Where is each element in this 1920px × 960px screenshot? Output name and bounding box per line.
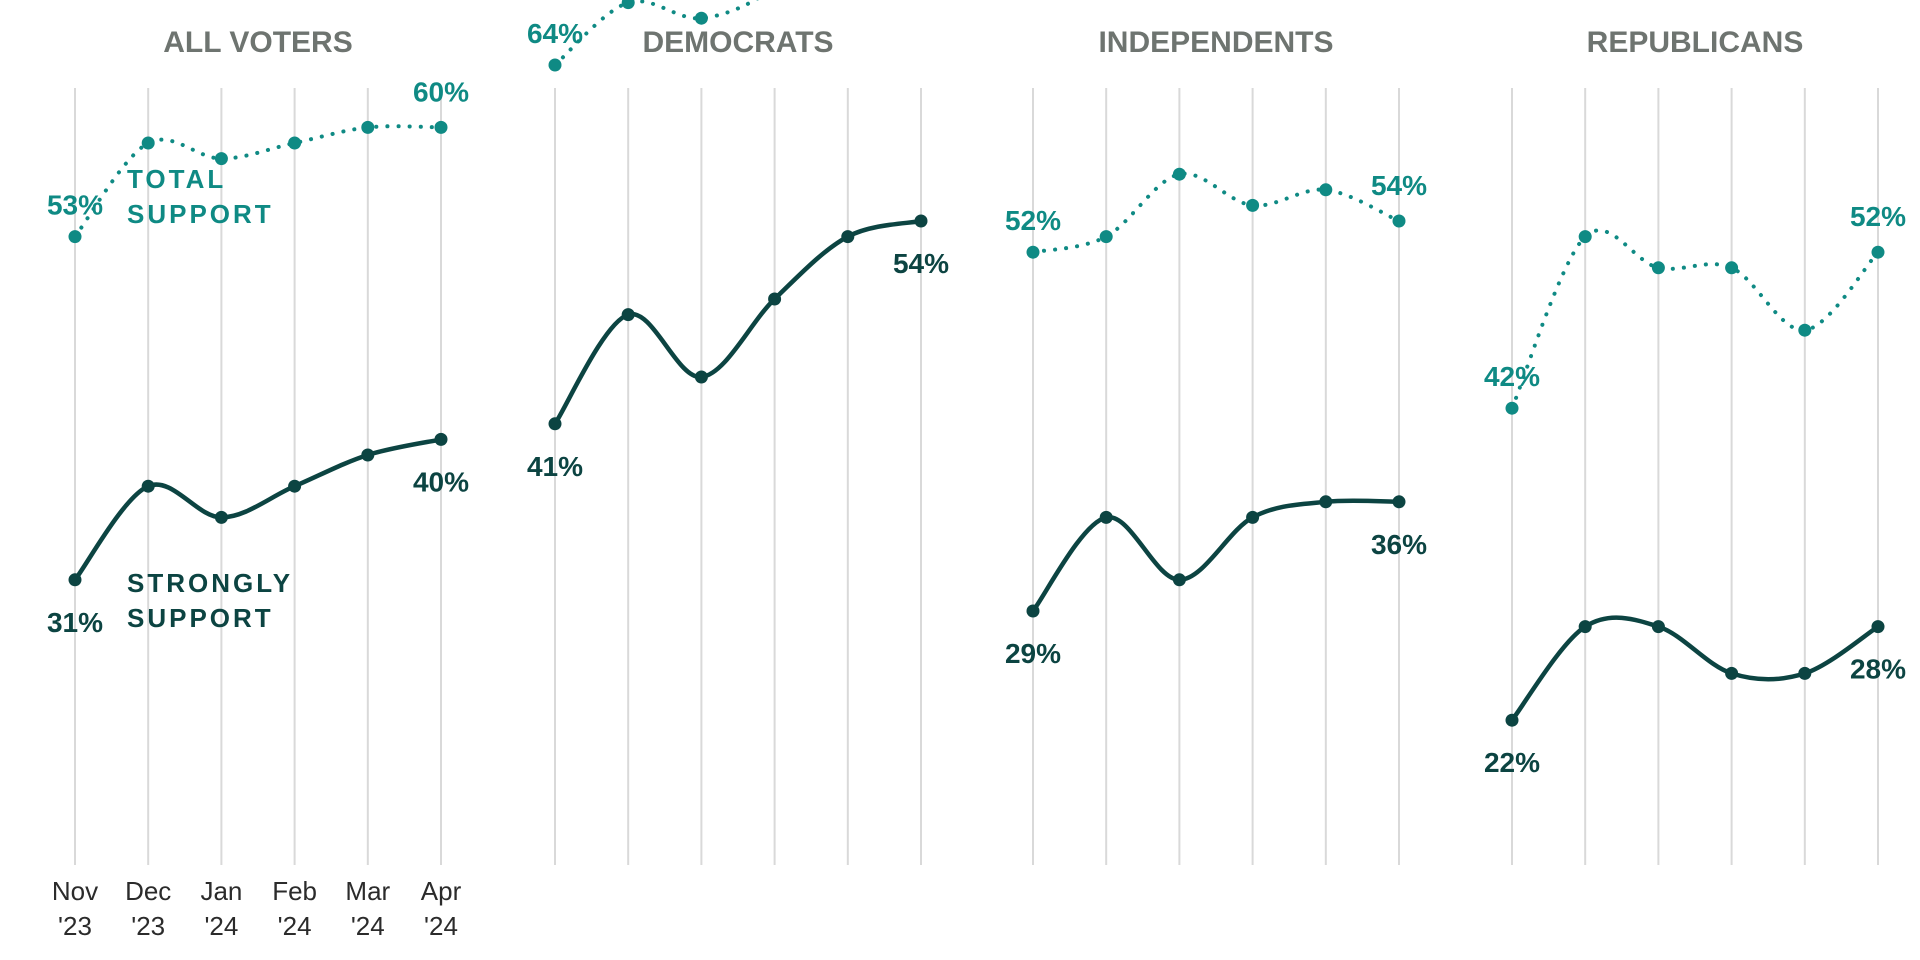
- total-support-point: [1871, 245, 1885, 259]
- total-support-point: [1505, 401, 1519, 415]
- x-tick-label: Apr: [421, 876, 462, 906]
- strongly-support-point: [1651, 620, 1665, 634]
- strongly-support-point: [214, 510, 228, 524]
- strongly-support-line: [72, 437, 444, 583]
- data-label: 29%: [1005, 638, 1061, 669]
- total-support-point: [694, 11, 708, 25]
- total-support-point: [288, 136, 302, 150]
- total-support-line: [73, 124, 443, 239]
- total-support-point: [1319, 183, 1333, 197]
- strongly-support-point: [1026, 604, 1040, 618]
- x-tick-label: Mar: [345, 876, 390, 906]
- strongly-support-point: [1871, 620, 1885, 634]
- strongly-support-point: [1505, 713, 1519, 727]
- strongly-support-point: [1578, 620, 1592, 634]
- total-support-point: [1392, 214, 1406, 228]
- panel-title: INDEPENDENTS: [1098, 26, 1333, 59]
- strongly-support-point: [621, 308, 635, 322]
- total-support-point: [141, 136, 155, 150]
- total-support-point: [1026, 245, 1040, 259]
- strongly-support-point: [694, 370, 708, 384]
- x-tick-label: Jan: [200, 876, 242, 906]
- total-support-point: [1578, 230, 1592, 244]
- x-tick-label: '24: [424, 911, 458, 941]
- series-label-total-support: SUPPORT: [127, 199, 274, 229]
- total-support-point: [434, 120, 448, 134]
- data-label: 54%: [1371, 170, 1427, 201]
- strongly-support-point: [1725, 666, 1739, 680]
- strongly-support-point: [1392, 495, 1406, 509]
- data-label: 52%: [1850, 201, 1906, 232]
- data-label: 52%: [1005, 205, 1061, 236]
- data-label: 31%: [47, 607, 103, 638]
- total-support-line: [553, 0, 759, 67]
- panel-title: REPUBLICANS: [1587, 26, 1804, 59]
- series-label-strongly-support: STRONGLY: [127, 568, 293, 598]
- panel-all-voters: ALL VOTERS 53% 60% 31% 40% Nov '23 Dec '23 Jan '24…: [47, 26, 469, 941]
- strongly-support-point: [1798, 666, 1812, 680]
- total-support-point: [1172, 167, 1186, 181]
- x-tick-label: '24: [351, 911, 385, 941]
- strongly-support-point: [1099, 510, 1113, 524]
- total-support-line: [1510, 228, 1880, 411]
- data-label: 60%: [413, 76, 469, 107]
- total-support-point: [1651, 261, 1665, 275]
- data-label: 64%: [527, 18, 583, 49]
- data-label: 41%: [527, 451, 583, 482]
- strongly-support-point: [548, 417, 562, 431]
- total-support-point: [214, 152, 228, 166]
- strongly-support-point: [68, 573, 82, 587]
- strongly-support-point: [841, 230, 855, 244]
- total-support-point: [361, 120, 375, 134]
- panel-republicans: REPUBLICANS 42% 52% 22% 28%: [1484, 26, 1906, 865]
- x-tick-label: '23: [58, 911, 92, 941]
- total-support-point: [1725, 261, 1739, 275]
- total-support-point: [1099, 230, 1113, 244]
- total-support-point: [621, 0, 635, 10]
- strongly-support-point: [141, 479, 155, 493]
- total-support-point: [1246, 198, 1260, 212]
- strongly-support-point: [288, 479, 302, 493]
- strongly-support-point: [1246, 510, 1260, 524]
- data-label: 40%: [413, 466, 469, 497]
- strongly-support-line: [552, 218, 924, 427]
- series-label-total-support: TOTAL: [127, 164, 226, 194]
- strongly-support-point: [1172, 573, 1186, 587]
- x-tick-label: Feb: [272, 876, 317, 906]
- strongly-support-point: [914, 214, 928, 228]
- total-support-point: [548, 58, 562, 72]
- data-label: 42%: [1484, 361, 1540, 392]
- x-tick-label: Dec: [125, 876, 171, 906]
- data-label: 22%: [1484, 747, 1540, 778]
- strongly-support-point: [768, 292, 782, 306]
- data-label: 53%: [47, 190, 103, 221]
- panel-title: ALL VOTERS: [163, 26, 352, 59]
- series-label-strongly-support: SUPPORT: [127, 603, 274, 633]
- strongly-support-line: [1030, 498, 1402, 614]
- panel-independents: INDEPENDENTS 52% 54% 29% 36%: [1005, 26, 1427, 865]
- strongly-support-point: [1319, 495, 1333, 509]
- strongly-support-line: [1509, 615, 1881, 723]
- data-label: 54%: [893, 248, 949, 279]
- total-support-line: [1031, 171, 1401, 255]
- data-label: 36%: [1371, 529, 1427, 560]
- total-support-point: [68, 230, 82, 244]
- x-tick-label: Nov: [52, 876, 98, 906]
- x-tick-label: '24: [278, 911, 312, 941]
- x-tick-label: '23: [131, 911, 165, 941]
- strongly-support-point: [361, 448, 375, 462]
- data-label: 28%: [1850, 654, 1906, 685]
- strongly-support-point: [434, 432, 448, 446]
- x-tick-label: '24: [204, 911, 238, 941]
- panel-title: DEMOCRATS: [642, 26, 833, 59]
- total-support-point: [1798, 323, 1812, 337]
- chart-panels: ALL VOTERS 53% 60% 31% 40% Nov '23 Dec '23 Jan '24…: [47, 0, 1906, 941]
